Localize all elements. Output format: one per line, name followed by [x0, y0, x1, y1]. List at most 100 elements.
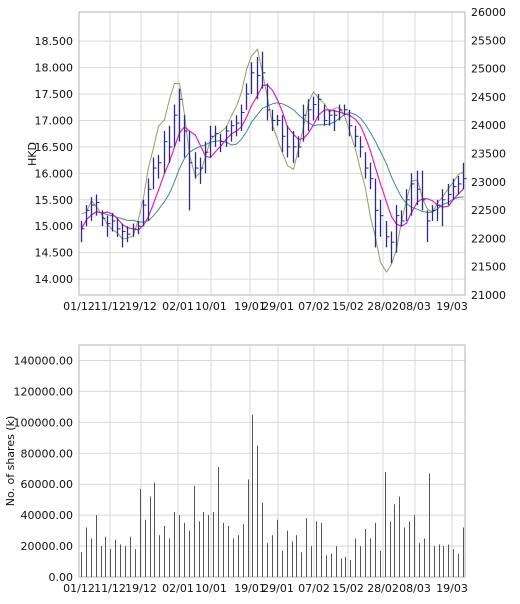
price-bar	[416, 170, 421, 206]
price-x-tick-label: 29/01	[262, 300, 294, 313]
price-y-right-tick-label: 24500	[471, 91, 506, 104]
price-bar	[379, 199, 384, 237]
price-bar	[106, 215, 111, 237]
price-bar	[245, 83, 250, 110]
volume-y-tick-label: 100000.00	[14, 416, 74, 429]
price-x-tick-label: 02/01	[162, 300, 194, 313]
volume-x-tick-label: 02/01	[162, 582, 194, 595]
price-bar	[343, 104, 348, 116]
price-bar	[286, 125, 291, 158]
price-y-tick-label: 16.500	[35, 141, 74, 154]
price-bar	[163, 131, 168, 174]
price-bar	[111, 213, 116, 232]
price-y-right-tick-label: 25000	[471, 63, 506, 76]
price-x-tick-label: 10/01	[195, 300, 227, 313]
price-bar	[157, 154, 162, 179]
price-y-tick-label: 15.000	[35, 220, 74, 233]
price-bar	[400, 210, 405, 227]
price-x-tick-label: 19/03	[436, 300, 468, 313]
volume-y-axis: 0.00 20000.00 40000.00 60000.00 80000.00 1000…	[14, 354, 74, 584]
volume-bars	[81, 414, 464, 577]
price-bar	[297, 136, 302, 158]
volume-x-tick-label: 28/02	[367, 582, 399, 595]
price-bar	[173, 104, 178, 147]
price-x-tick-label: 11/12	[94, 300, 126, 313]
volume-y-tick-label: 60000.00	[21, 478, 74, 491]
price-bar	[126, 226, 131, 243]
price-bar	[214, 125, 219, 147]
volume-x-tick-label: 11/12	[94, 582, 126, 595]
price-bar	[405, 189, 410, 221]
price-x-tick-label: 19/12	[125, 300, 157, 313]
price-y-axis-right: 21000 21500 22000 22500 23000 23500 24000 24500…	[471, 6, 506, 302]
price-gridlines	[78, 12, 465, 295]
ma-short-line	[80, 84, 464, 231]
price-bar	[199, 157, 204, 184]
price-lines	[80, 48, 464, 274]
price-y-right-tick-label: 21500	[471, 261, 506, 274]
price-bar	[168, 125, 173, 163]
price-bar	[457, 175, 462, 195]
price-y-right-tick-label: 24000	[471, 119, 506, 132]
price-bar	[266, 83, 271, 121]
price-bar	[90, 197, 95, 221]
price-y-tick-label: 17.000	[35, 114, 74, 127]
price-bar	[395, 205, 400, 253]
price-x-tick-label: 01/12	[63, 300, 95, 313]
price-bar	[462, 162, 467, 190]
price-y-right-tick-label: 22000	[471, 232, 506, 245]
price-bar	[152, 157, 157, 190]
price-bar	[281, 115, 286, 153]
price-bar	[452, 178, 457, 200]
price-bar	[359, 136, 364, 158]
price-bar	[225, 125, 230, 147]
price-y-tick-label: 18.500	[35, 35, 74, 48]
price-bar	[338, 104, 343, 121]
price-bar	[121, 223, 126, 248]
price-bar	[132, 223, 137, 237]
price-bar	[421, 170, 426, 211]
price-bar	[276, 115, 281, 126]
price-x-tick-label: 07/02	[298, 300, 330, 313]
price-bar	[317, 93, 322, 121]
price-bar	[374, 178, 379, 248]
price-bar	[348, 109, 353, 137]
price-bar	[183, 115, 188, 158]
price-x-tick-label: 08/03	[399, 300, 431, 313]
price-bar	[312, 96, 317, 121]
volume-y-tick-label: 20000.00	[21, 540, 74, 553]
price-y-axis-left: 14.000 14.500 15.000 15.500 16.000 16.500 17.0…	[35, 35, 74, 286]
price-bar	[147, 178, 152, 221]
price-y-tick-label: 14.500	[35, 247, 74, 260]
price-bar	[80, 220, 85, 243]
price-bar	[436, 199, 441, 221]
price-bar	[354, 125, 359, 147]
volume-x-tick-label: 19/01	[234, 582, 266, 595]
price-y-tick-label: 17.500	[35, 88, 74, 101]
price-y-right-tick-label: 23500	[471, 148, 506, 161]
price-y-tick-label: 18.000	[35, 62, 74, 75]
price-y-right-tick-label: 26000	[471, 6, 506, 19]
price-y-right-tick-label: 21000	[471, 289, 506, 302]
price-bar	[333, 109, 338, 132]
price-bar	[116, 218, 121, 237]
price-bar	[271, 109, 276, 132]
price-y-right-tick-label: 25500	[471, 34, 506, 47]
price-bar	[101, 210, 106, 227]
volume-x-tick-label: 19/03	[436, 582, 468, 595]
volume-y-tick-label: 40000.00	[21, 509, 74, 522]
price-bar	[431, 205, 436, 221]
price-bar	[250, 62, 255, 94]
price-bar	[385, 220, 390, 248]
price-bar	[323, 104, 328, 126]
price-bar	[447, 183, 452, 206]
price-y-right-tick-label: 22500	[471, 204, 506, 217]
volume-y-tick-label: 80000.00	[21, 447, 74, 460]
price-x-tick-label: 15/02	[332, 300, 364, 313]
price-bar	[364, 152, 369, 179]
volume-y-tick-label: 0.00	[49, 571, 74, 584]
volume-x-tick-label: 01/12	[63, 582, 95, 595]
